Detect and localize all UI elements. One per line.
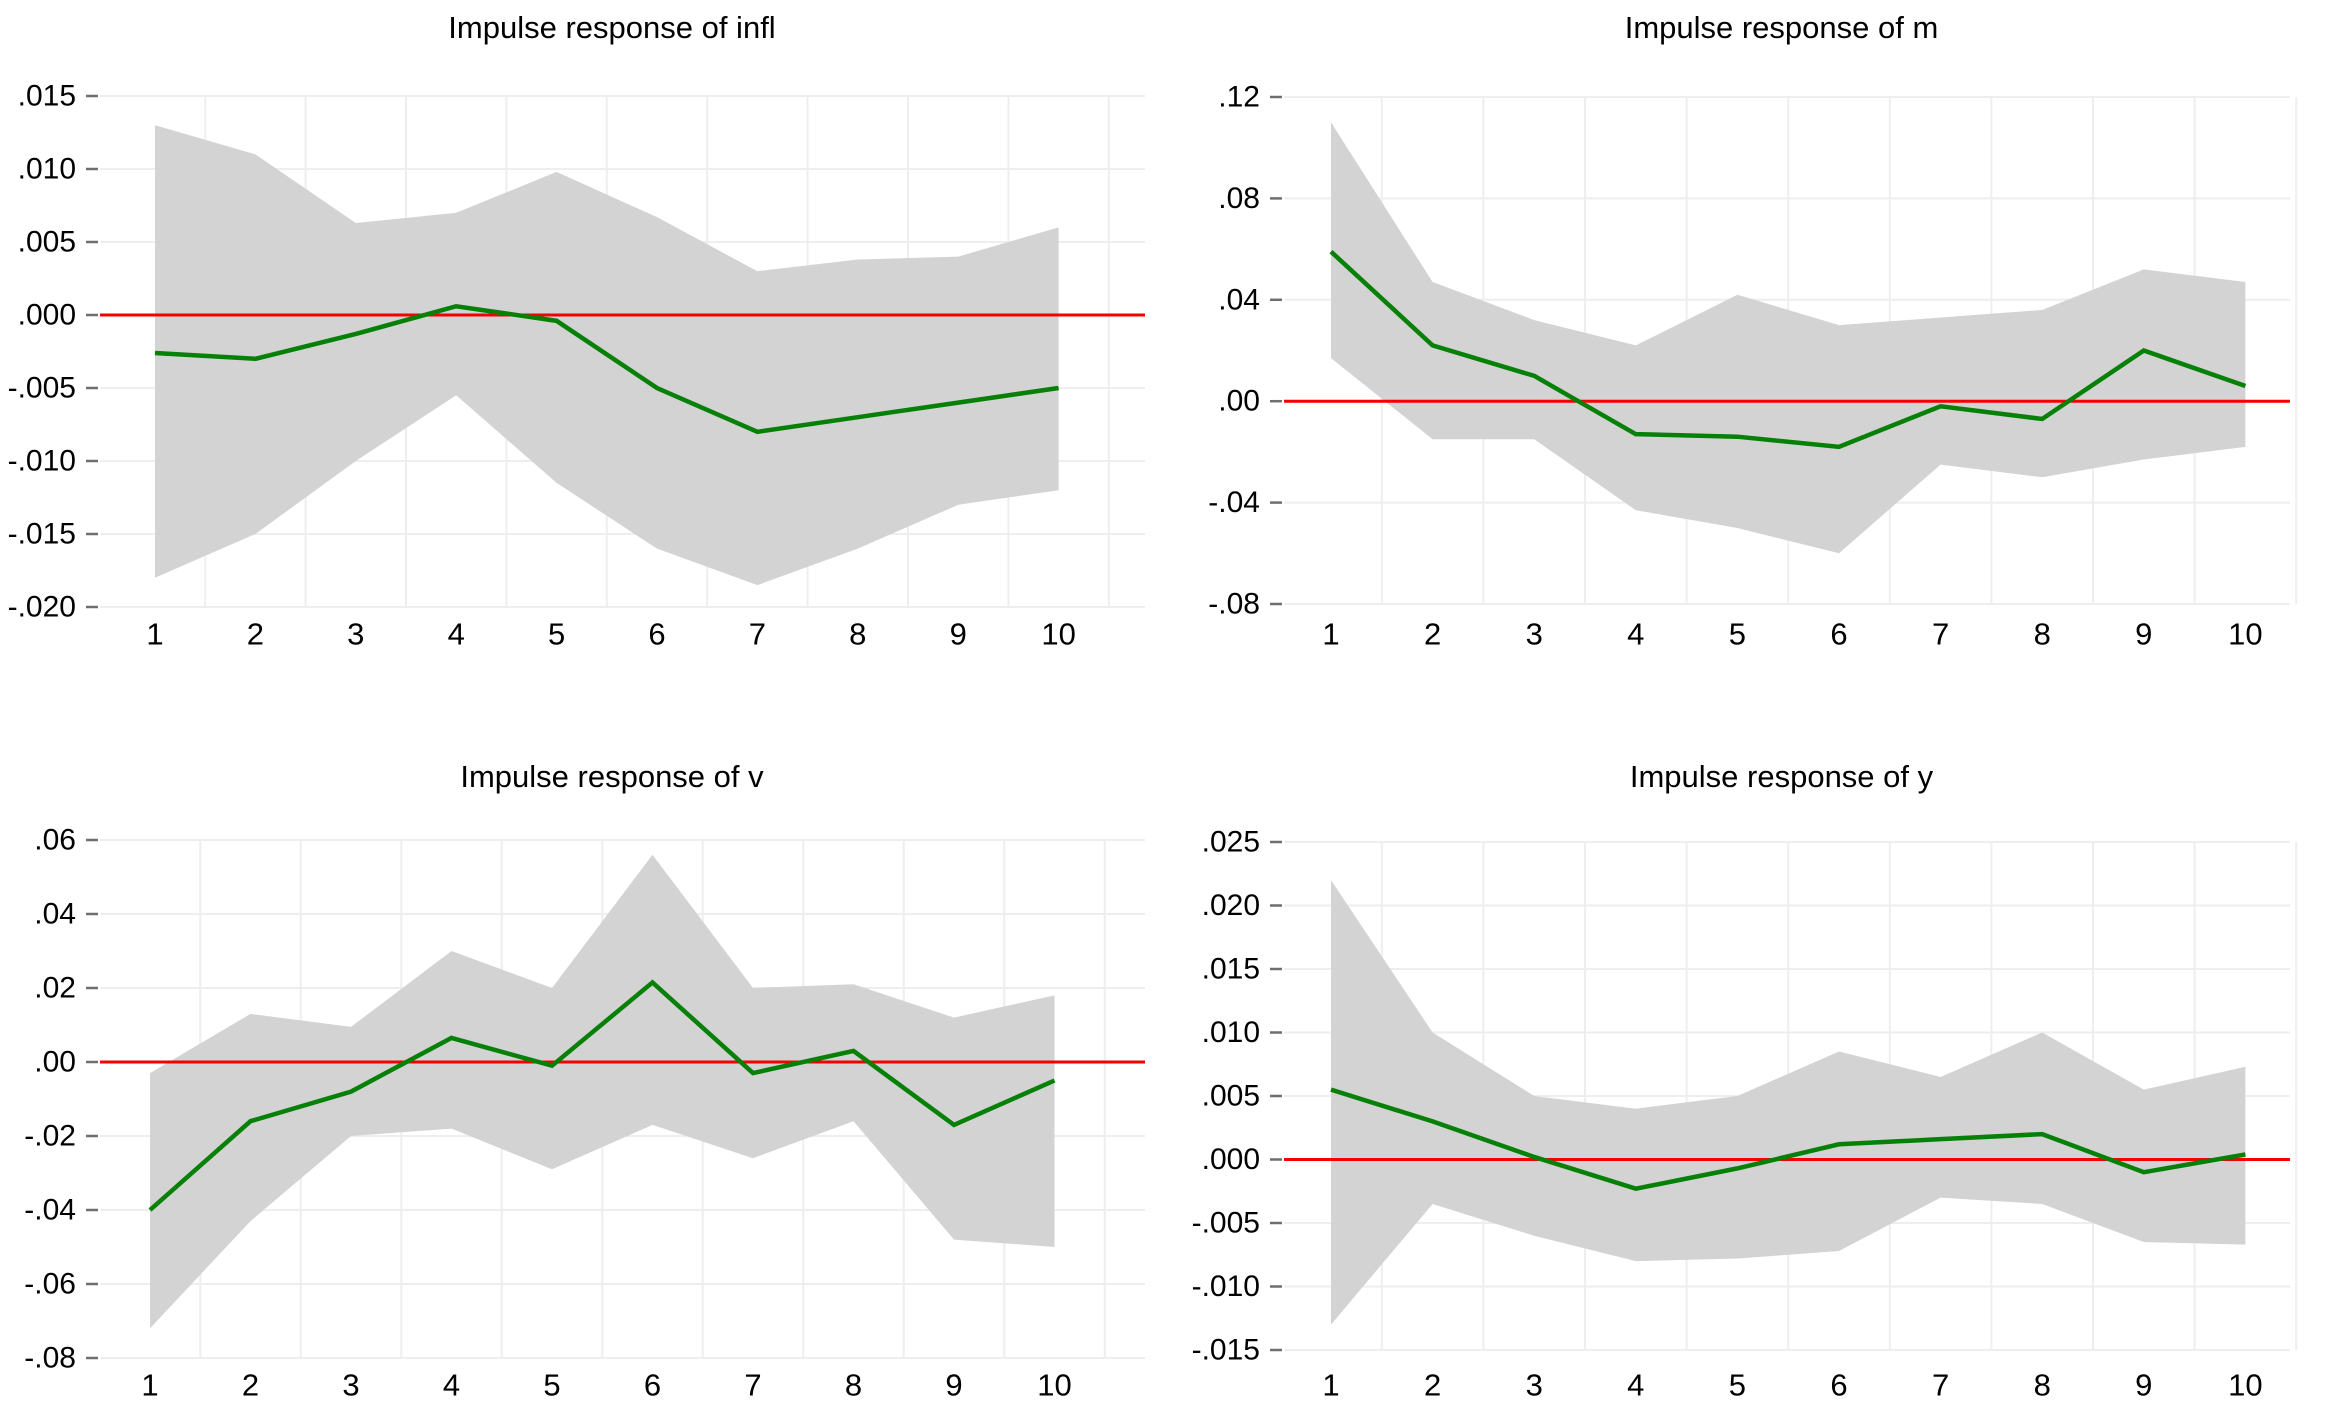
svg-text:8: 8 <box>2034 1368 2051 1403</box>
svg-text:-.005: -.005 <box>1192 1207 1260 1240</box>
svg-text:.015: .015 <box>1202 953 1260 986</box>
chart-title-m: Impulse response of m <box>1624 10 1939 45</box>
svg-text:3: 3 <box>347 617 364 652</box>
chart-panel-y: .025 .020 .015 .010 .005 .000 -.005 -.010 -.015 1… <box>1170 703 2339 1405</box>
chart-panel-m: .12 .08 .04 .00 -.04 -.08 1 2 3 4 5 6 7 8 9 10 Impulse … <box>1170 0 2339 703</box>
chart-title-infl: Impulse response of infl <box>448 10 776 45</box>
svg-text:-.08: -.08 <box>24 1342 76 1375</box>
svg-text:9: 9 <box>945 1368 962 1403</box>
svg-text:2: 2 <box>242 1368 259 1403</box>
chart-title-y: Impulse response of y <box>1629 759 1934 794</box>
svg-text:-.04: -.04 <box>1208 486 1260 519</box>
svg-text:6: 6 <box>1830 1368 1847 1403</box>
svg-text:6: 6 <box>1830 617 1847 652</box>
svg-text:.020: .020 <box>1202 889 1260 922</box>
svg-text:1: 1 <box>1322 617 1339 652</box>
svg-text:2: 2 <box>247 617 264 652</box>
svg-text:.04: .04 <box>1218 283 1260 316</box>
svg-text:10: 10 <box>1041 617 1075 652</box>
svg-text:8: 8 <box>2034 617 2051 652</box>
svg-text:2: 2 <box>1424 617 1441 652</box>
svg-text:-.010: -.010 <box>1192 1270 1260 1303</box>
svg-text:8: 8 <box>849 617 866 652</box>
svg-text:3: 3 <box>342 1368 359 1403</box>
svg-text:8: 8 <box>845 1368 862 1403</box>
svg-text:10: 10 <box>2228 617 2262 652</box>
svg-text:5: 5 <box>543 1368 560 1403</box>
svg-text:4: 4 <box>443 1368 460 1403</box>
svg-text:10: 10 <box>1037 1368 1071 1403</box>
chart-panel-v: .06.04.02.00 -.02 -.04 -.06 -.08 1 2 3 4 5 6 7 8 9 10 … <box>0 703 1170 1405</box>
svg-text:4: 4 <box>1627 617 1644 652</box>
svg-text:.005: .005 <box>18 226 76 259</box>
svg-text:5: 5 <box>1729 1368 1746 1403</box>
svg-text:3: 3 <box>1526 617 1543 652</box>
svg-text:7: 7 <box>1932 1368 1949 1403</box>
svg-text:-.06: -.06 <box>24 1268 76 1301</box>
svg-text:.06: .06 <box>34 824 76 857</box>
chart-title-v: Impulse response of v <box>460 759 764 794</box>
svg-text:9: 9 <box>2135 1368 2152 1403</box>
svg-text:.04: .04 <box>34 898 76 931</box>
svg-text:-.015: -.015 <box>8 518 76 551</box>
svg-text:9: 9 <box>950 617 967 652</box>
svg-text:4: 4 <box>1627 1368 1644 1403</box>
svg-text:-.010: -.010 <box>8 445 76 478</box>
svg-text:.010: .010 <box>1202 1016 1260 1049</box>
svg-text:5: 5 <box>1729 617 1746 652</box>
chart-canvas-infl: .015 .010 .005 .000 -.005 -.010 -.015 -.020 1 2 3 4… <box>8 80 1145 652</box>
chart-canvas-y: .025 .020 .015 .010 .005 .000 -.005 -.010 -.015 1… <box>1192 826 2298 1403</box>
svg-text:.000: .000 <box>1202 1143 1260 1176</box>
svg-text:-.015: -.015 <box>1192 1334 1260 1367</box>
svg-text:.025: .025 <box>1202 826 1260 859</box>
svg-text:4: 4 <box>448 617 465 652</box>
chart-canvas-v: .06 .04 .02 .00 -.02 -.04 -.06 -.08 1 2 3 4 5 6 7 8 9 10 <box>24 824 1145 1403</box>
svg-text:5: 5 <box>548 617 565 652</box>
svg-text:1: 1 <box>141 1368 158 1403</box>
svg-text:.12: .12 <box>1218 81 1260 114</box>
svg-text:-.020: -.020 <box>8 591 76 624</box>
svg-text:10: 10 <box>2228 1368 2262 1403</box>
svg-text:.02: .02 <box>34 972 76 1005</box>
svg-text:7: 7 <box>749 617 766 652</box>
svg-text:.005: .005 <box>1202 1080 1260 1113</box>
svg-text:7: 7 <box>744 1368 761 1403</box>
svg-text:.000: .000 <box>18 299 76 332</box>
svg-text:9: 9 <box>2135 617 2152 652</box>
svg-text:1: 1 <box>146 617 163 652</box>
svg-text:.010: .010 <box>18 153 76 186</box>
svg-text:2: 2 <box>1424 1368 1441 1403</box>
svg-text:-.02: -.02 <box>24 1120 76 1153</box>
svg-text:3: 3 <box>1526 1368 1543 1403</box>
svg-text:1: 1 <box>1322 1368 1339 1403</box>
svg-text:-.04: -.04 <box>24 1194 76 1227</box>
svg-text:.015: .015 <box>18 80 76 113</box>
svg-text:.08: .08 <box>1218 182 1260 215</box>
svg-text:-.005: -.005 <box>8 372 76 405</box>
svg-text:6: 6 <box>648 617 665 652</box>
svg-text:-.08: -.08 <box>1208 588 1260 621</box>
svg-text:.00: .00 <box>34 1046 76 1079</box>
svg-text:.00: .00 <box>1218 385 1260 418</box>
chart-panel-infl: .015 .010 .005 .000 -.005 -.010 -.015 -.020 1 2 3 4… <box>0 0 1170 703</box>
svg-text:6: 6 <box>644 1368 661 1403</box>
svg-text:7: 7 <box>1932 617 1949 652</box>
chart-canvas-m: .12 .08 .04 .00 -.04 -.08 1 2 3 4 5 6 7 8 9 10 <box>1208 81 2298 652</box>
